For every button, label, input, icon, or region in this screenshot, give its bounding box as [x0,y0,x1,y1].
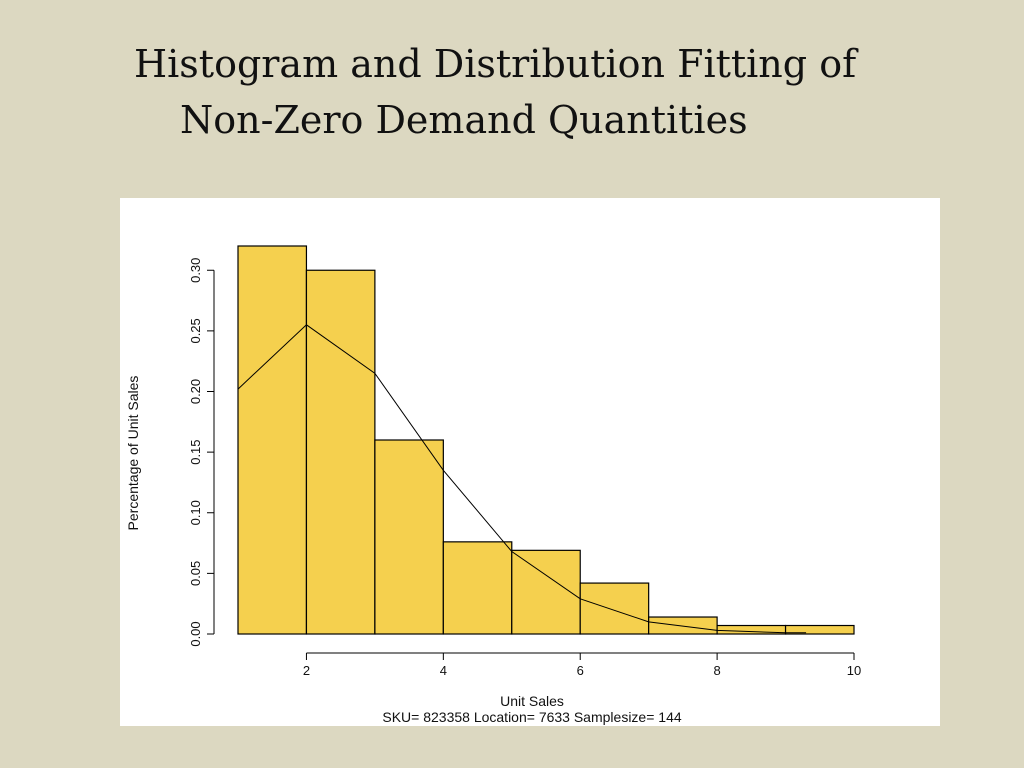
x-tick-label: 2 [303,663,310,678]
x-axis-title: Unit Sales [500,693,564,709]
x-tick-label: 4 [440,663,447,678]
histogram-bar [442,541,513,635]
histogram-bar [648,616,718,635]
y-tick-label: 0.00 [188,621,203,646]
x-axis: 2 4 6 8 10 [303,652,861,678]
histogram-bar [511,549,581,635]
y-tick-label: 0.10 [188,500,203,525]
x-tick-label: 6 [577,663,584,678]
y-tick-label: 0.30 [188,258,203,283]
slide-title: Histogram and Distribution Fitting of No… [0,36,1024,148]
histogram-chart: 0.00 0.05 0.10 0.15 0.20 0.25 0.30 2 4 6 8 10 Perc… [125,245,861,725]
x-tick-label: 10 [847,663,861,678]
bars-layer [237,245,855,635]
histogram-bar [237,245,308,635]
histogram-bar [374,439,444,635]
histogram-bar [784,624,855,635]
histogram-bar [579,582,650,635]
chart-subtitle: SKU= 823358 Location= 7633 Samplesize= 1… [382,709,681,725]
y-axis-title: Percentage of Unit Sales [125,376,141,531]
slide-title-line-1: Histogram and Distribution Fitting of [134,42,857,86]
fitted-distribution-line [237,324,807,634]
chart-panel: 0.00 0.05 0.10 0.15 0.20 0.25 0.30 2 4 6 8 10 Perc… [120,198,940,726]
histogram-bar [305,269,376,635]
fitted-curve-layer [237,324,807,634]
y-tick-label: 0.25 [188,318,203,343]
y-tick-label: 0.15 [188,439,203,464]
y-axis: 0.00 0.05 0.10 0.15 0.20 0.25 0.30 [188,258,215,647]
y-tick-label: 0.20 [188,379,203,404]
y-tick-label: 0.05 [188,561,203,586]
x-tick-label: 8 [713,663,720,678]
slide-title-line-2: Non-Zero Demand Quantities [180,98,748,142]
